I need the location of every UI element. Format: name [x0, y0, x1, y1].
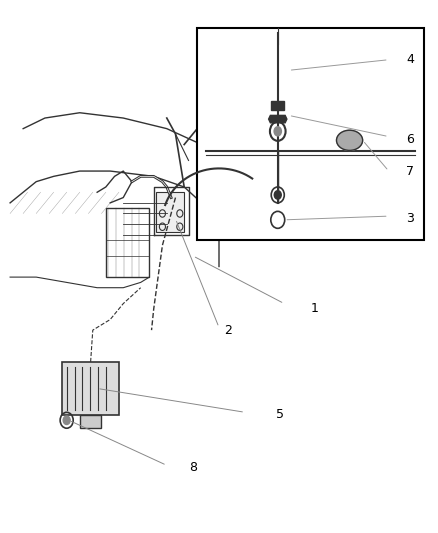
Circle shape — [274, 191, 281, 199]
Text: 5: 5 — [276, 408, 284, 422]
Bar — [106, 208, 149, 277]
Polygon shape — [268, 115, 287, 123]
Text: 1: 1 — [311, 302, 319, 316]
Bar — [80, 415, 102, 428]
Bar — [271, 101, 284, 110]
Bar — [62, 362, 119, 415]
Text: 2: 2 — [224, 324, 232, 337]
Ellipse shape — [336, 130, 363, 150]
Text: 3: 3 — [406, 212, 414, 225]
Text: 7: 7 — [406, 165, 414, 177]
Bar — [156, 192, 184, 232]
Text: 6: 6 — [406, 133, 414, 146]
Bar — [197, 28, 424, 240]
Circle shape — [63, 416, 70, 424]
Text: 8: 8 — [189, 462, 197, 474]
Text: 4: 4 — [406, 53, 414, 66]
Circle shape — [273, 126, 282, 136]
